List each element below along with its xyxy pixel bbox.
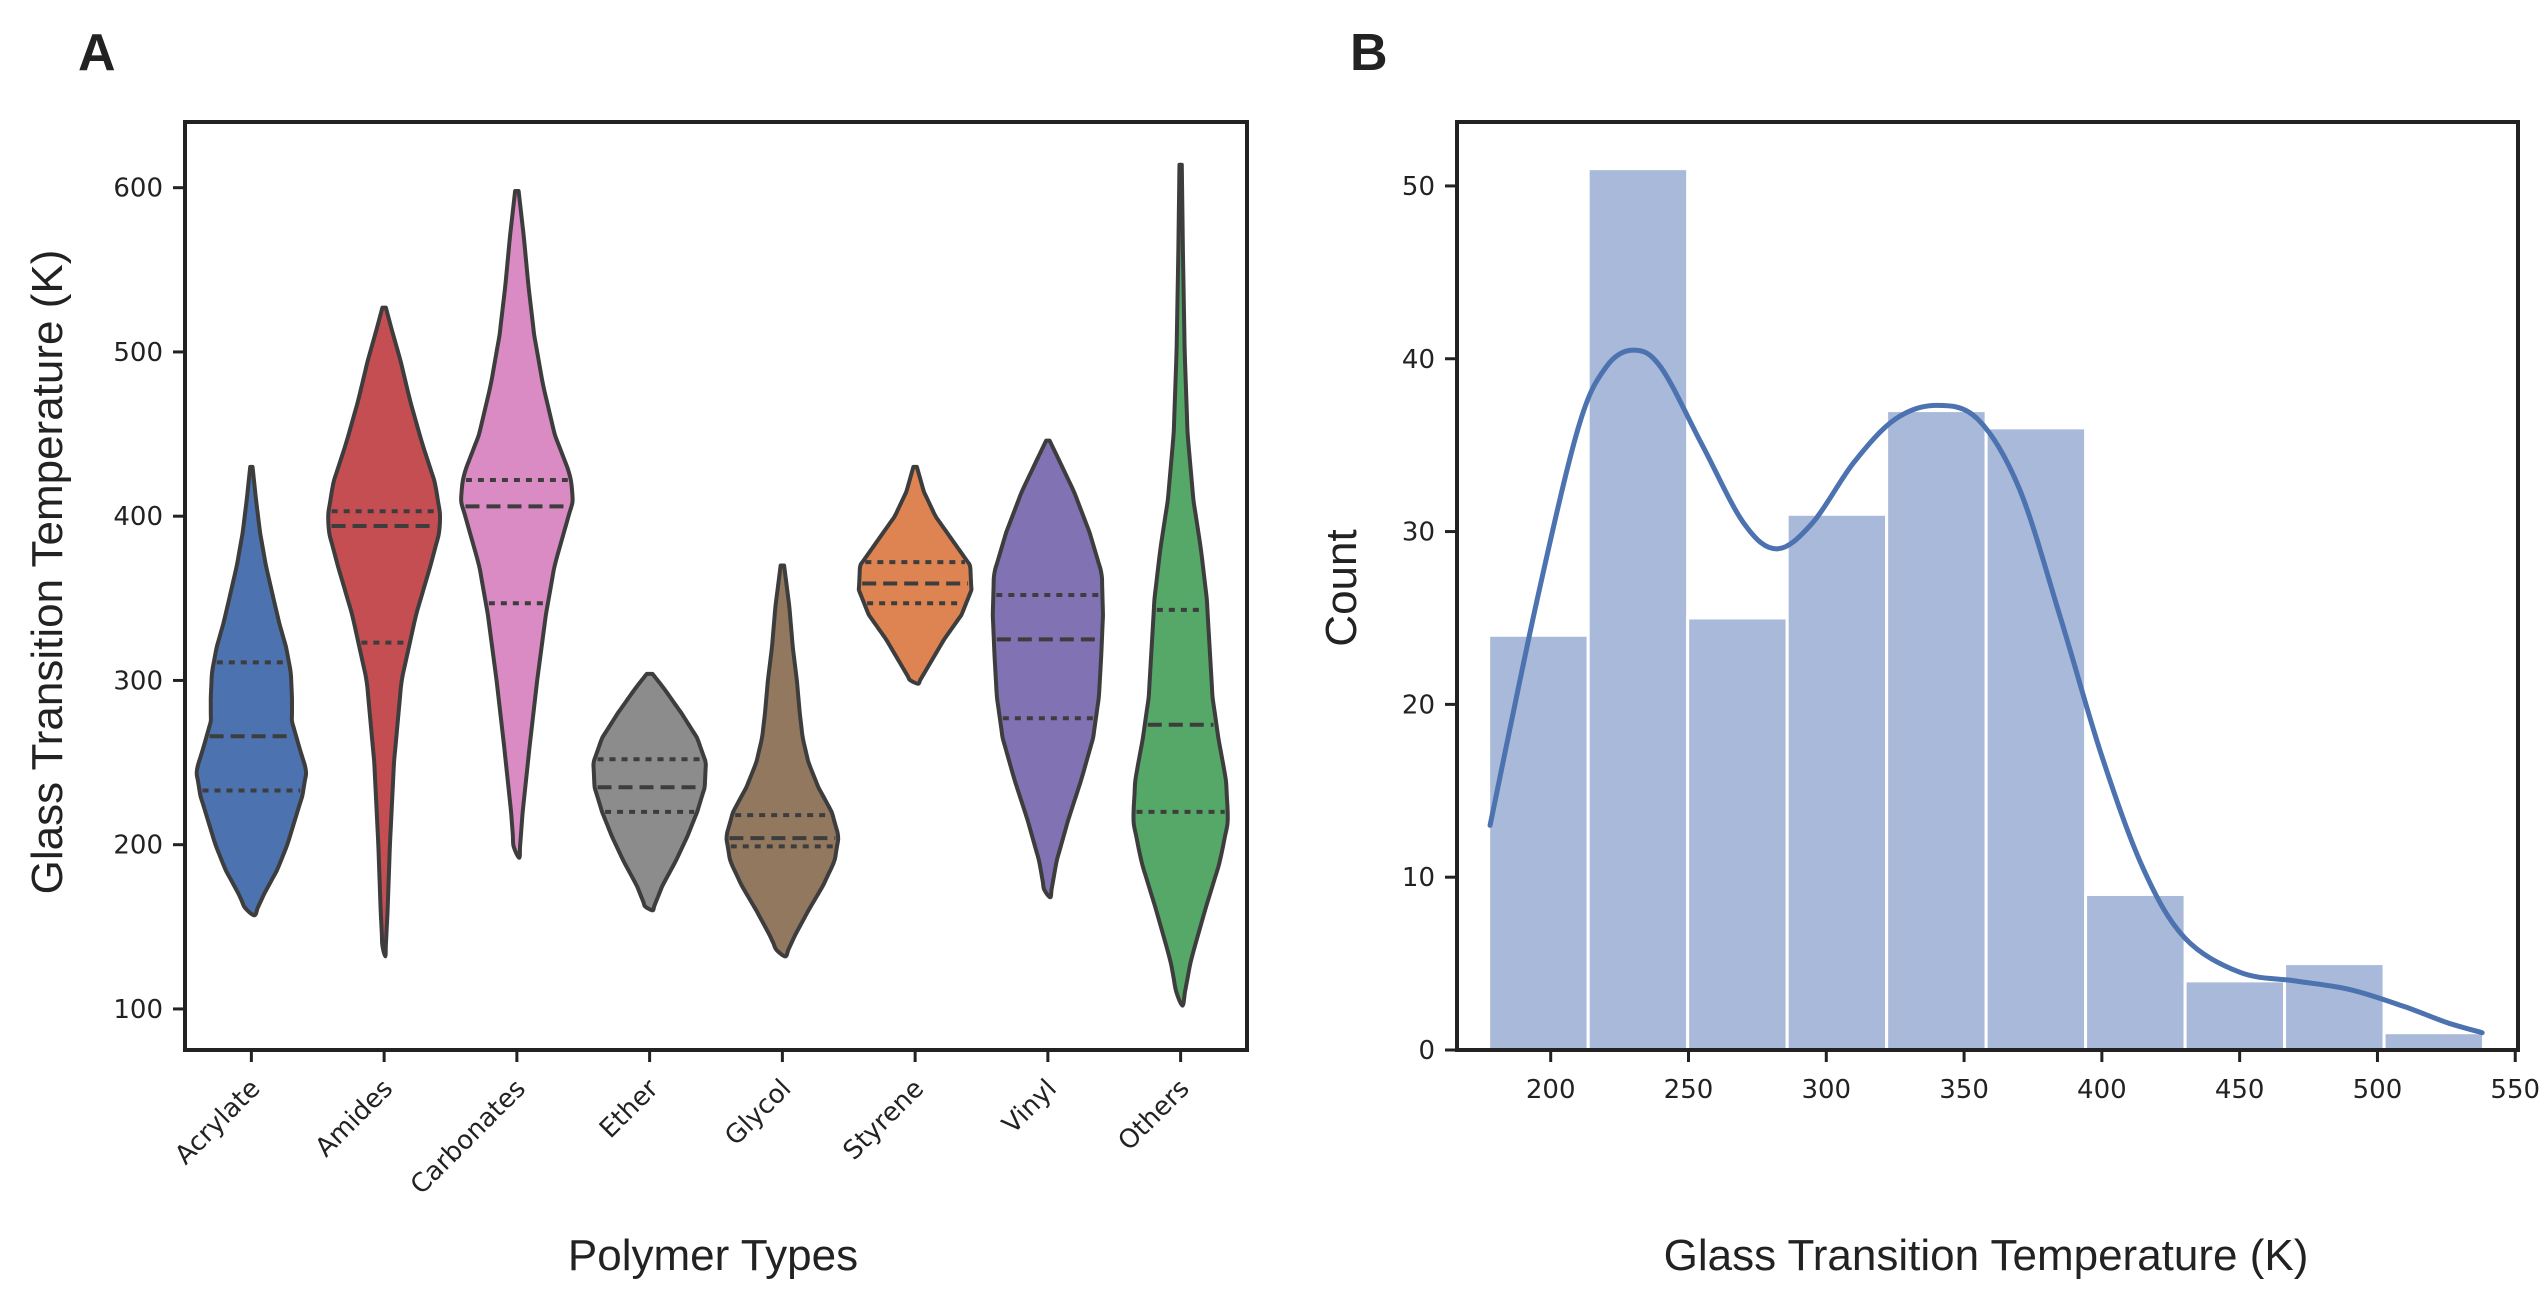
panel-b-x-axis-label: Glass Transition Temperature (K)	[1664, 1231, 2309, 1280]
x-tick-label-vinyl: Vinyl	[997, 1074, 1063, 1140]
histogram-bar	[2183, 979, 2287, 1052]
y-tick-label: 300	[113, 666, 163, 696]
x-tick-label: 350	[1939, 1075, 1989, 1105]
x-tick-label-acrylate: Acrylate	[169, 1074, 266, 1171]
y-tick-label: 500	[113, 338, 163, 368]
histogram-bar	[1885, 409, 1988, 1052]
x-tick-label: 250	[1664, 1075, 1714, 1105]
panel-a-y-axis-label: Glass Transition Temperature (K)	[23, 250, 72, 895]
violin-styrene	[856, 464, 974, 686]
x-tick-label-amides: Amides	[310, 1074, 399, 1163]
x-tick-label-carbonates: Carbonates	[405, 1074, 532, 1201]
histogram-bar	[1487, 633, 1590, 1052]
y-tick-label: 600	[113, 174, 163, 204]
y-tick-label: 50	[1402, 172, 1435, 202]
x-tick-label: 450	[2215, 1075, 2265, 1105]
panel-b-letter: B	[1350, 24, 1388, 82]
violin-carbonates	[459, 188, 575, 860]
panel-a-frame	[183, 120, 1249, 1052]
y-tick-label: 400	[113, 502, 163, 532]
y-tick-label: 0	[1418, 1036, 1435, 1066]
histogram-bar	[2283, 962, 2386, 1052]
x-tick-label-ether: Ether	[594, 1074, 665, 1145]
y-tick-label: 30	[1402, 518, 1435, 548]
violin-ether	[591, 671, 708, 913]
y-tick-label: 10	[1402, 863, 1435, 893]
x-tick-label: 300	[1801, 1075, 1851, 1105]
x-tick-label: 200	[1526, 1075, 1576, 1105]
panel-b-frame	[1455, 120, 2520, 1052]
x-tick-label-others: Others	[1113, 1074, 1196, 1157]
violin-glycol	[724, 563, 841, 959]
panel-a-x-axis-label: Polymer Types	[568, 1231, 858, 1280]
violin-vinyl	[990, 438, 1105, 900]
histogram-bar	[2382, 1031, 2486, 1052]
histogram-panel: 200 250 300 350 400 450 500 550 0 10 20 30 40 50	[1402, 120, 2540, 1105]
histogram-bar	[1984, 426, 2088, 1052]
kde-curve	[1487, 347, 2485, 1036]
x-tick-label: 550	[2490, 1075, 2540, 1105]
y-tick-label: 40	[1402, 345, 1435, 375]
panel-b-y-axis-label: Count	[1317, 529, 1366, 646]
panel-a-letter: A	[78, 24, 116, 82]
y-tick-label: 200	[113, 831, 163, 861]
violin-amides	[326, 305, 443, 959]
x-tick-label: 500	[2353, 1075, 2403, 1105]
y-tick-label: 100	[113, 995, 163, 1025]
x-tick-label-glycol: Glycol	[719, 1074, 797, 1152]
y-tick-label: 20	[1402, 690, 1435, 720]
violin-others	[1131, 162, 1230, 1008]
histogram-bar	[1686, 616, 1789, 1052]
x-tick-label-styrene: Styrene	[838, 1074, 930, 1166]
histogram-bar	[1785, 512, 1889, 1052]
violin-acrylate	[194, 464, 309, 918]
histogram-bar	[1586, 167, 1690, 1052]
violin-plot-panel: 100 200 300 400 500 600 Acrylate Amides Carbonat…	[113, 120, 1249, 1201]
x-tick-label: 400	[2077, 1075, 2127, 1105]
